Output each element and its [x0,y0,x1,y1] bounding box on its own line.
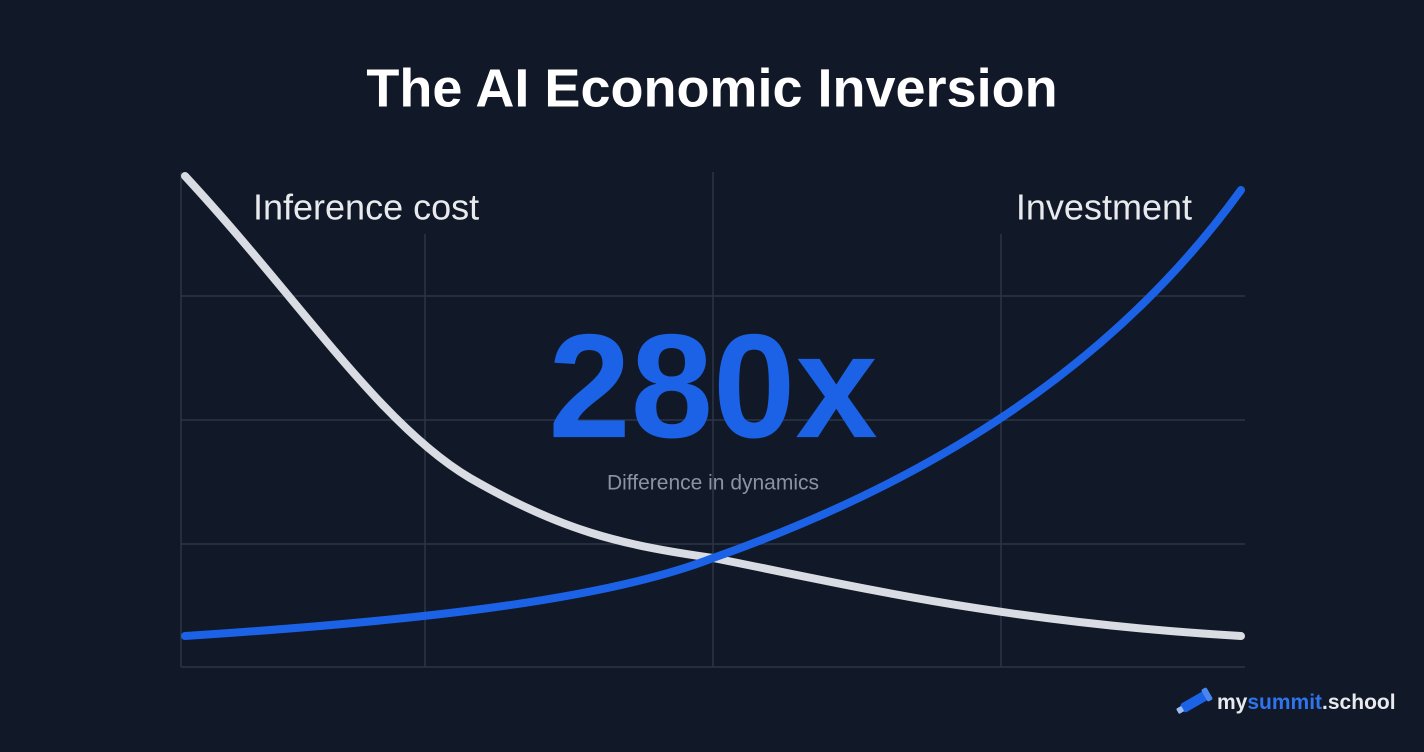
brand-part: summit [1247,691,1322,714]
curve-label: Investment [1016,187,1192,228]
title: The AI Economic Inversion [366,58,1057,118]
telescope-icon [1176,687,1213,714]
brand-part: .school [1322,691,1396,714]
rising-curve [181,186,1245,640]
big-figure: 280x [548,304,877,469]
brand-name: mysummit.school [1217,691,1396,714]
figure-caption: Difference in dynamics [607,472,819,495]
falling-curve [181,172,1245,640]
brand-part: my [1217,691,1248,714]
brand-logo: mysummit.school [1176,687,1396,714]
curve-label: Inference cost [253,187,479,228]
grid [180,172,1245,668]
